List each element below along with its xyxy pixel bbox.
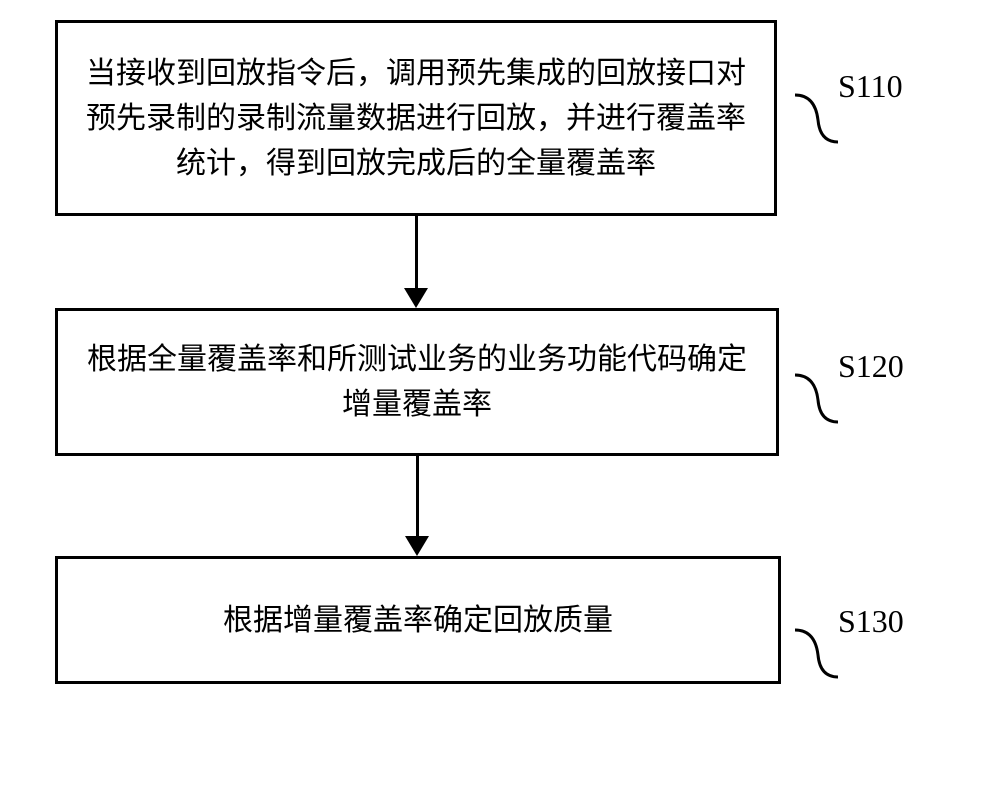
box-3-text: 根据增量覆盖率确定回放质量	[223, 598, 613, 643]
curve-svg-2	[790, 370, 840, 430]
label-1-curve	[790, 90, 840, 155]
label-3: S130	[838, 603, 904, 640]
arrow-2-head	[405, 536, 429, 556]
curve-svg-3	[790, 625, 840, 685]
label-2-curve	[790, 370, 840, 435]
arrow-2	[55, 456, 779, 556]
arrow-2-line	[416, 456, 419, 536]
box-2-text: 根据全量覆盖率和所测试业务的业务功能代码确定增量覆盖率	[86, 337, 748, 427]
arrow-1-head	[404, 288, 428, 308]
label-3-curve	[790, 625, 840, 690]
process-box-1: 当接收到回放指令后，调用预先集成的回放接口对预先录制的录制流量数据进行回放，并进…	[55, 20, 777, 216]
label-1: S110	[838, 68, 903, 105]
process-box-3: 根据增量覆盖率确定回放质量	[55, 556, 781, 684]
curve-svg-1	[790, 90, 840, 150]
arrow-1	[55, 216, 777, 308]
box-1-text: 当接收到回放指令后，调用预先集成的回放接口对预先录制的录制流量数据进行回放，并进…	[86, 51, 746, 186]
label-2: S120	[838, 348, 904, 385]
process-box-2: 根据全量覆盖率和所测试业务的业务功能代码确定增量覆盖率	[55, 308, 779, 456]
arrow-1-line	[415, 216, 418, 288]
